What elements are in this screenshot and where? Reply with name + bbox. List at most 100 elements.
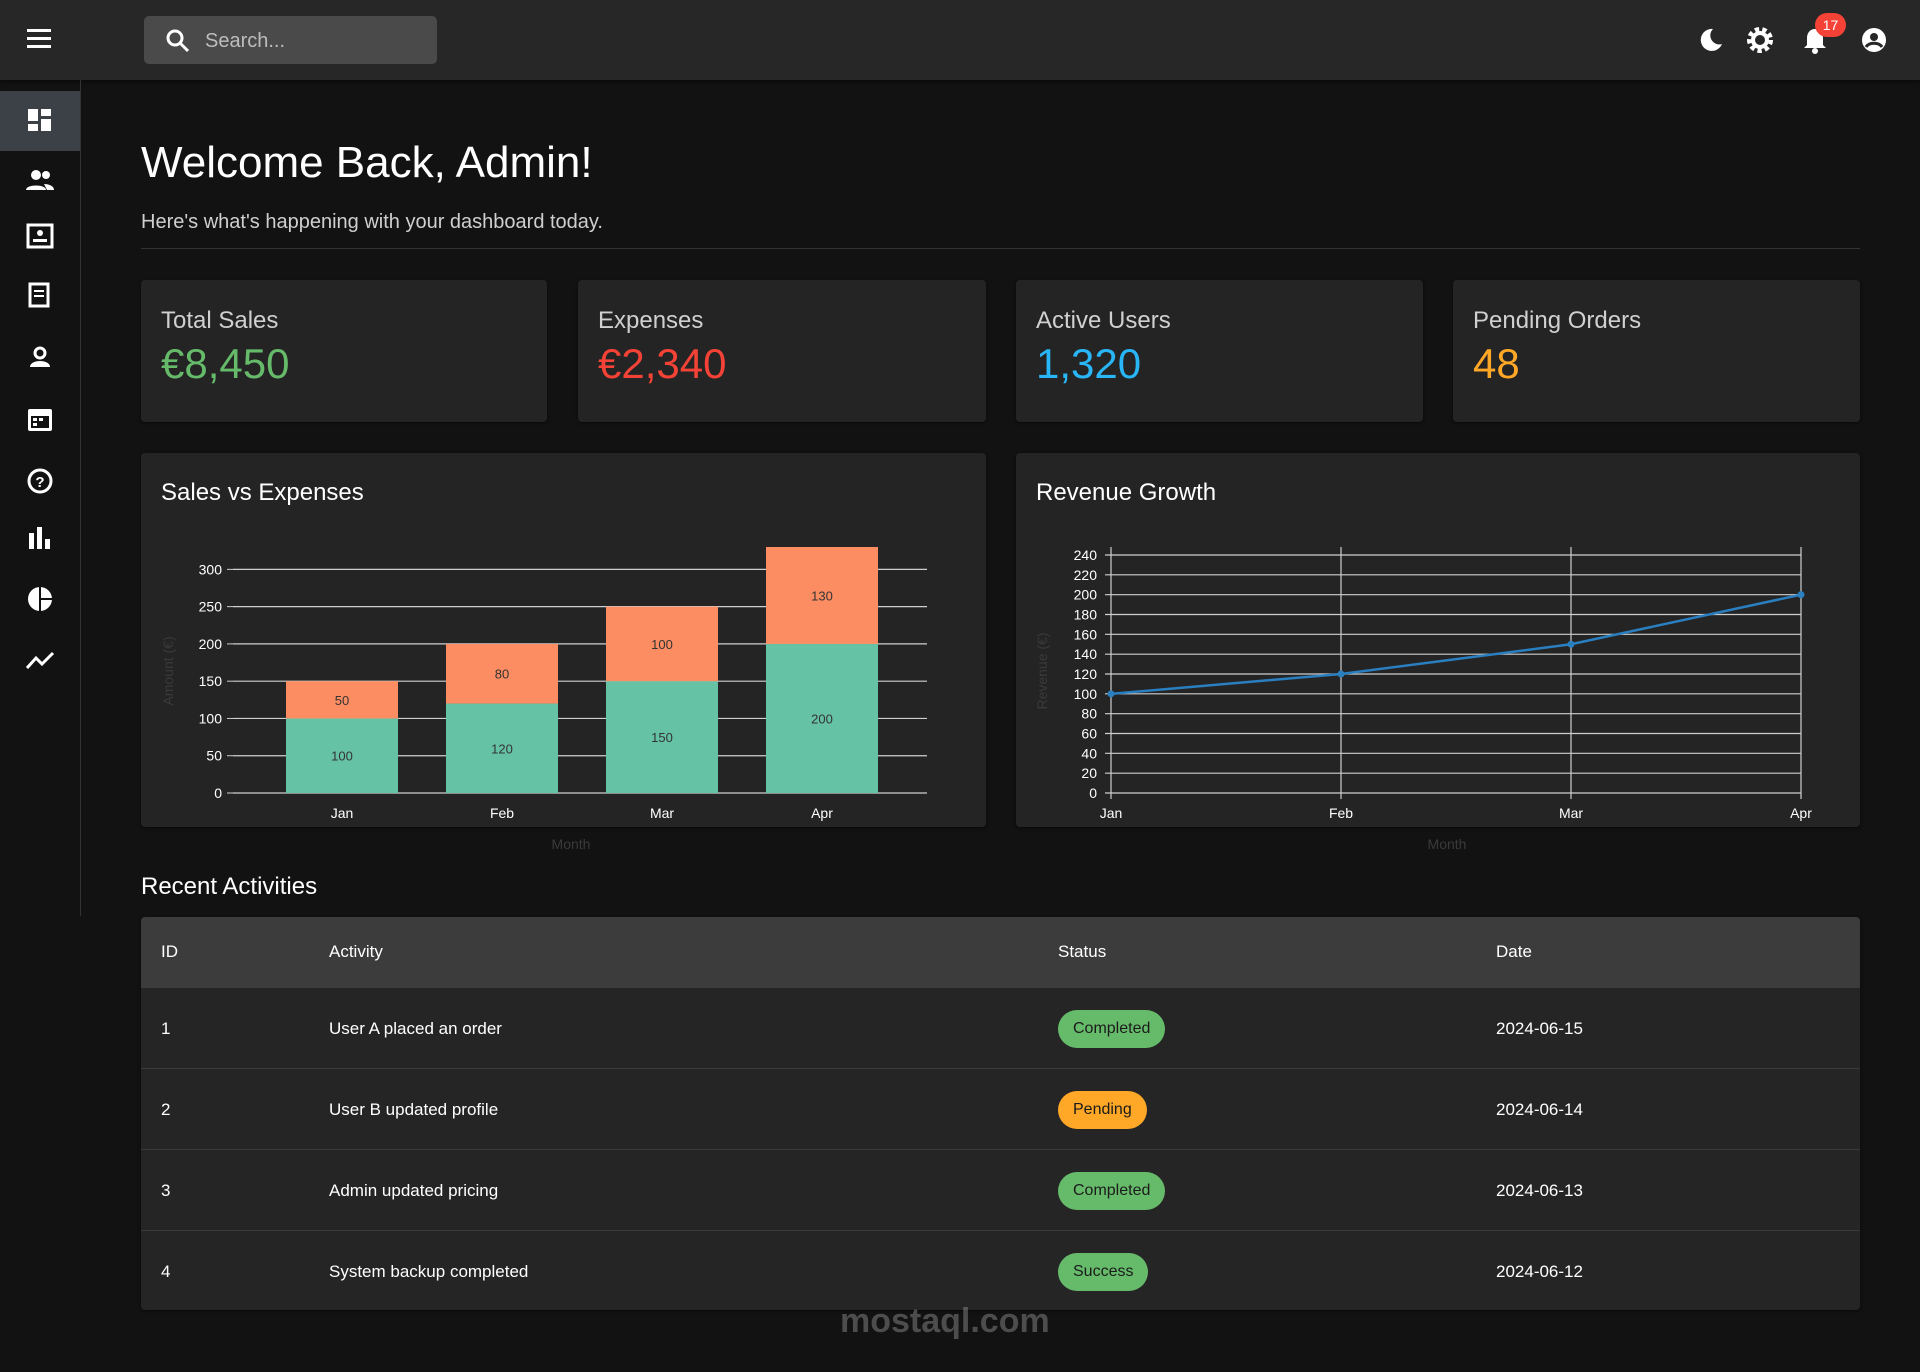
table-row: 2 User B updated profile Pending 2024-06-14 [141, 1068, 1860, 1150]
status-chip: Completed [1058, 1172, 1166, 1210]
value-label: 130 [811, 588, 833, 603]
nav-calendar[interactable] [28, 409, 52, 431]
y-tick-label: 0 [1089, 785, 1097, 801]
x-tick-label: Apr [1790, 805, 1812, 821]
column-header: ID [161, 942, 178, 961]
y-tick-label: 40 [1081, 745, 1097, 761]
section-title: Recent Activities [141, 873, 318, 900]
bar-segment [446, 643, 558, 704]
stat-value: €8,450 [161, 340, 290, 387]
charts: 05010015020025030010050Jan12080Feb150100… [160, 547, 1812, 852]
welcome-title: Welcome Back, Admin! [141, 138, 593, 187]
bar-segment [606, 681, 718, 793]
value-label: 100 [331, 749, 353, 764]
bar-segment [766, 643, 878, 793]
y-tick-label: 20 [1081, 765, 1097, 781]
value-label: 80 [495, 667, 509, 682]
bar-segment [446, 703, 558, 793]
search-icon [166, 29, 190, 53]
bar-segment [286, 681, 398, 719]
nav-dashboard[interactable] [28, 109, 51, 131]
status-chip: Pending [1058, 1091, 1147, 1129]
value-label: 50 [335, 693, 349, 708]
table-cell: User B updated profile [329, 1100, 499, 1119]
chart-title: Revenue Growth [1036, 479, 1217, 506]
sidebar [0, 80, 81, 916]
point [1567, 640, 1575, 648]
stat-label: Expenses [598, 307, 704, 334]
nav-contacts[interactable] [26, 223, 54, 249]
welcome-subtitle: Here's what's happening with your dashbo… [141, 211, 603, 233]
y-tick-label: 120 [1074, 666, 1098, 682]
y-tick-label: 100 [1074, 686, 1098, 702]
table-cell: 1 [161, 1019, 171, 1038]
theme-toggle[interactable] [1697, 26, 1725, 54]
stat-label: Active Users [1036, 307, 1171, 334]
sidebar-selected [0, 91, 80, 151]
bar-segment [606, 606, 718, 682]
nav-profile[interactable] [30, 346, 50, 367]
stat-label: Total Sales [161, 307, 279, 334]
y-tick-label: 220 [1074, 567, 1098, 583]
activities-table: 1 User A placed an order Completed 2024-06-… [141, 917, 1860, 1310]
x-tick-label: Mar [650, 805, 674, 821]
value-label: 120 [491, 741, 513, 756]
column-header: Activity [329, 942, 383, 961]
nav-users[interactable] [26, 170, 54, 190]
y-tick-label: 200 [199, 636, 223, 652]
nav-bar-chart[interactable] [29, 527, 50, 549]
divider [141, 248, 1860, 249]
y-tick-label: 250 [199, 599, 223, 615]
table-cell: 2024-06-15 [1496, 1019, 1583, 1038]
nav-invoices[interactable] [28, 282, 50, 308]
y-tick-label: 80 [1081, 706, 1097, 722]
table-cell: 2 [161, 1100, 171, 1119]
table-cell: System backup completed [329, 1262, 529, 1281]
stat-card: Total Sales €8,450 [141, 280, 547, 422]
x-tick-label: Jan [331, 805, 354, 821]
line [1110, 593, 1802, 696]
notification-badge: 17 [1815, 13, 1846, 37]
x-tick-label: Feb [1329, 805, 1353, 821]
y-tick-label: 160 [1074, 626, 1098, 642]
status-chip: Completed [1058, 1010, 1166, 1048]
settings-button[interactable] [1746, 26, 1774, 54]
x-tick-label: Apr [811, 805, 833, 821]
y-tick-label: 150 [199, 673, 223, 689]
nav-line-chart[interactable] [25, 651, 55, 670]
stat-card: Pending Orders 48 [1453, 280, 1860, 422]
table-cell: 2024-06-12 [1496, 1262, 1583, 1281]
status-chip: Success [1058, 1253, 1149, 1291]
y-tick-label: 180 [1074, 607, 1098, 623]
x-tick-label: Jan [1100, 805, 1123, 821]
y-tick-label: 60 [1081, 726, 1097, 742]
stat-value: 48 [1473, 340, 1520, 387]
menu-button[interactable] [27, 28, 53, 50]
y-tick-label: 0 [214, 785, 222, 801]
x-axis-title: Month [552, 836, 591, 852]
y-tick-label: 140 [1074, 646, 1098, 662]
table-cell: 2024-06-14 [1496, 1100, 1583, 1119]
chart-title: Sales vs Expenses [161, 479, 364, 506]
x-tick-label: Mar [1559, 805, 1583, 821]
point [1337, 670, 1345, 678]
table-cell: 2024-06-13 [1496, 1181, 1583, 1200]
nav-faq[interactable]: ? [27, 468, 53, 494]
stat-card: Active Users 1,320 [1016, 280, 1423, 422]
stat-value: €2,340 [598, 340, 727, 387]
stat-value: 1,320 [1036, 340, 1142, 387]
x-tick-label: Feb [490, 805, 514, 821]
table-row: 3 Admin updated pricing Completed 2024-06-1… [141, 1149, 1860, 1231]
stat-card: Expenses €2,340 [578, 280, 986, 422]
column-header: Date [1496, 942, 1532, 961]
account-button[interactable] [1860, 26, 1888, 54]
bar-segment [766, 547, 878, 644]
svg-text:?: ? [35, 474, 44, 491]
search-box[interactable]: Search... [144, 16, 437, 64]
table-row: 1 User A placed an order Completed 2024-06-… [141, 987, 1860, 1069]
value-label: 150 [651, 730, 673, 745]
y-tick-label: 300 [199, 561, 223, 577]
table-cell: Admin updated pricing [329, 1181, 499, 1200]
nav-pie-chart[interactable] [28, 587, 53, 611]
